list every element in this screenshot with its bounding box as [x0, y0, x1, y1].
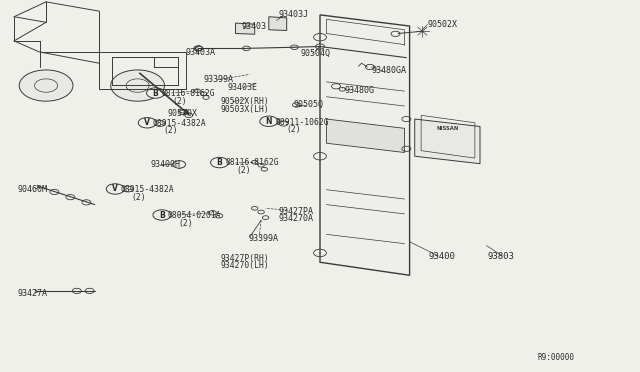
Text: N: N	[266, 117, 272, 126]
Circle shape	[138, 118, 156, 128]
Text: R9:00000: R9:00000	[538, 353, 575, 362]
Circle shape	[153, 210, 171, 220]
Text: (2): (2)	[287, 125, 301, 134]
Text: 93400H: 93400H	[150, 160, 180, 169]
Text: (2): (2)	[178, 219, 193, 228]
Circle shape	[147, 88, 164, 98]
Text: 90502X: 90502X	[428, 20, 458, 29]
Text: 93403A: 93403A	[186, 48, 216, 57]
Polygon shape	[236, 23, 255, 34]
Text: NISSAN: NISSAN	[437, 126, 459, 131]
Text: 93400: 93400	[429, 252, 456, 261]
Text: 90505Q: 90505Q	[293, 100, 323, 109]
Text: V: V	[144, 118, 150, 127]
Text: 08911-1062G: 08911-1062G	[275, 118, 329, 126]
Text: (2): (2)	[131, 193, 146, 202]
Text: 934270(LH): 934270(LH)	[221, 262, 269, 270]
Circle shape	[211, 157, 228, 168]
Polygon shape	[269, 17, 287, 31]
Circle shape	[260, 116, 278, 126]
Text: (2): (2)	[173, 97, 188, 106]
Text: B: B	[159, 211, 164, 219]
Text: 93427PA: 93427PA	[278, 207, 314, 216]
Text: 08915-4382A: 08915-4382A	[120, 185, 174, 194]
Text: V: V	[112, 185, 118, 193]
Text: 934270A: 934270A	[278, 214, 314, 223]
Circle shape	[106, 184, 124, 194]
Polygon shape	[415, 119, 480, 164]
Text: 90503X(LH): 90503X(LH)	[221, 105, 269, 114]
Text: 93403: 93403	[242, 22, 267, 31]
Text: 93480G: 93480G	[344, 86, 374, 94]
Text: (2): (2)	[237, 166, 252, 175]
Text: B: B	[153, 89, 158, 97]
Text: 93403J: 93403J	[278, 10, 308, 19]
Text: 93399A: 93399A	[248, 234, 278, 243]
Text: 93403E: 93403E	[227, 83, 257, 92]
Text: 08054-0201A: 08054-0201A	[168, 211, 221, 220]
Text: 93480GA: 93480GA	[371, 66, 406, 75]
Polygon shape	[320, 15, 410, 275]
Text: 93399A: 93399A	[204, 76, 234, 84]
Text: 90460M: 90460M	[18, 185, 48, 194]
Circle shape	[19, 70, 73, 101]
Text: 08915-4382A: 08915-4382A	[152, 119, 206, 128]
Polygon shape	[326, 119, 404, 153]
Text: 90504Q: 90504Q	[301, 49, 331, 58]
Text: 93803: 93803	[488, 252, 515, 261]
Text: B: B	[217, 158, 222, 167]
Circle shape	[111, 70, 164, 101]
Text: 93427P(RH): 93427P(RH)	[221, 254, 269, 263]
Text: 93427A: 93427A	[18, 289, 48, 298]
Text: (2): (2)	[163, 126, 178, 135]
Text: 08116-8162G: 08116-8162G	[225, 158, 279, 167]
Text: 90570X: 90570X	[168, 109, 198, 118]
Text: 90502X(RH): 90502X(RH)	[221, 97, 269, 106]
Text: 08116-8162G: 08116-8162G	[161, 89, 215, 98]
